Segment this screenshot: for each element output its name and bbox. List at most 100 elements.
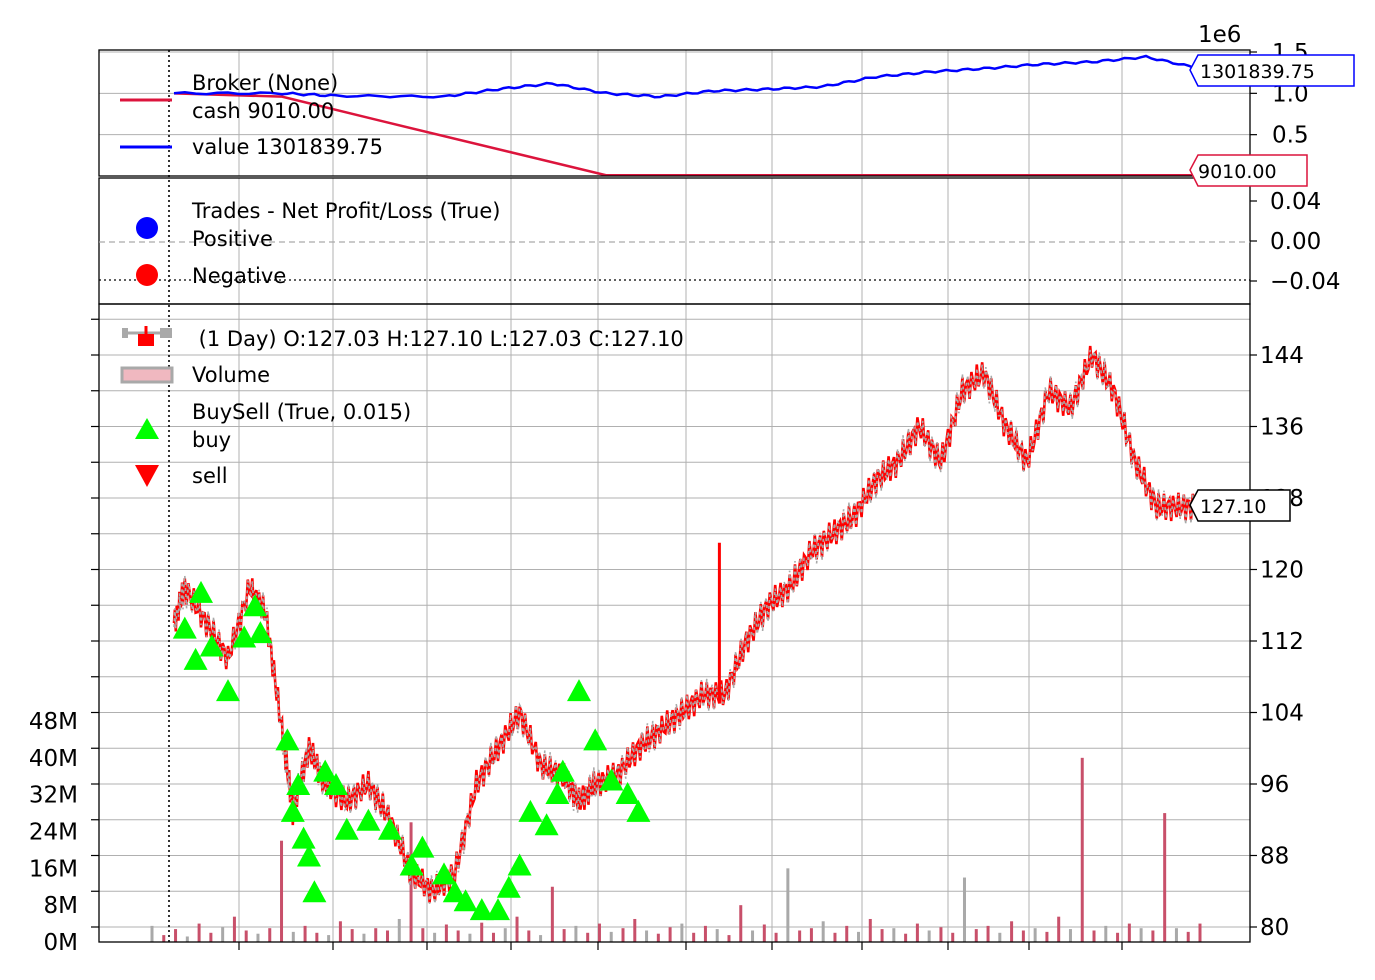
broker-legend-title: Broker (None) [192,71,338,95]
cash-last-label: 9010.00 [1189,154,1308,187]
volume-bar [715,929,719,942]
value-last-label: 1301839.75 [1189,54,1355,87]
volume-bar [1068,929,1072,942]
buy-marker [442,880,467,903]
buy-marker [599,768,624,791]
volume-bar [174,929,178,942]
volume-bar [845,925,849,942]
buysell-legend-title: BuySell (True, 0.015) [192,400,411,424]
buy-marker [216,679,240,702]
volume-legend-label: Volume [192,363,270,387]
volume-bar [868,918,872,942]
volume-bar [162,935,166,942]
volume-bar [1092,930,1096,942]
buy-marker [189,580,213,603]
svg-text:127.10: 127.10 [1200,496,1266,518]
trades-y-tick-label: 0.04 [1270,189,1321,215]
volume-bar [1010,921,1014,942]
volume-y-tick-label: 16M [29,856,78,882]
volume-bar [762,924,766,942]
price-y-tick-label: 120 [1260,558,1304,584]
volume-bar [597,923,601,942]
buy-marker [518,799,543,822]
broker-cash-legend-label: cash 9010.00 [192,99,334,123]
svg-text:9010.00: 9010.00 [1198,161,1277,183]
price-y-tick-label: 88 [1260,844,1289,870]
volume-bar [609,931,613,942]
volume-bar [386,930,390,942]
volume-bar [680,923,684,942]
volume-bar [268,928,272,942]
volume-bar [244,930,248,942]
volume-bar [633,918,637,942]
volume-bar [786,868,790,942]
volume-bar [1116,932,1120,942]
buy-marker [567,679,591,702]
sell-legend-marker [135,465,159,487]
buy-marker [432,862,456,885]
price-line-down [172,345,1202,903]
volume-bar [574,925,578,942]
volume-y-tick-label: 24M [29,820,78,846]
buy-marker [615,781,640,804]
negative-legend-label: Negative [192,264,286,288]
volume-bar [209,932,213,942]
volume-bar [232,916,236,942]
volume-y-tick-label: 8M [44,893,78,919]
volume-bar [586,932,590,942]
volume-bar [1021,930,1025,942]
volume-y-tick-label: 48M [29,709,78,735]
volume-bar [1033,928,1037,942]
volume-bar [703,925,707,942]
volume-bar [150,925,154,942]
buy-marker [248,621,273,644]
volume-y-tick-label: 32M [29,783,78,809]
buy-legend-label: buy [192,428,231,452]
negative-legend-marker [136,264,158,286]
buy-marker [545,781,570,804]
volume-bar [927,930,931,942]
trades-y-tick-label: −0.04 [1270,269,1340,295]
volume-bar [444,924,448,942]
volume-bar [1174,928,1178,942]
volume-bar [315,932,319,942]
buy-marker [302,880,327,903]
volume-bar [280,840,284,942]
ohlc-legend-label: (1 Day) O:127.03 H:127.10 L:127.03 C:127… [192,327,684,351]
buy-marker [534,813,559,836]
broker-panel-frame [98,49,1251,177]
buy-marker [313,759,338,782]
volume-bar [562,929,566,942]
buy-marker [550,759,575,782]
buy-marker [378,817,402,840]
volume-bar [1163,813,1167,942]
price-y-tick-label: 144 [1260,343,1304,369]
buy-marker [496,875,521,898]
price-panel-frame [98,303,1251,943]
volume-bar [374,928,378,942]
volume-bar [880,929,884,942]
trades-legend-title: Trades - Net Profit/Loss (True) [191,199,500,223]
volume-bar [503,928,507,942]
buy-marker [334,817,359,840]
buy-marker [626,799,651,822]
volume-bar [550,886,554,942]
volume-y-tick-label: 40M [29,746,78,772]
volume-bar [904,933,908,942]
value-line [173,54,1201,99]
volume-bar [291,931,295,942]
volume-bar [751,930,755,942]
volume-bar [397,918,401,942]
volume-bar [327,935,331,942]
volume-bar [809,928,813,942]
buy-legend-marker [135,418,159,439]
buy-marker [275,728,300,751]
volume-bar [338,921,342,942]
volume-bar [986,925,990,942]
volume-bar [857,931,861,942]
sell-legend-label: sell [192,464,228,488]
price-last-label: 127.10 [1189,489,1291,522]
buy-marker [583,728,608,751]
buy-marker [399,853,424,876]
volume-bar [539,935,543,942]
